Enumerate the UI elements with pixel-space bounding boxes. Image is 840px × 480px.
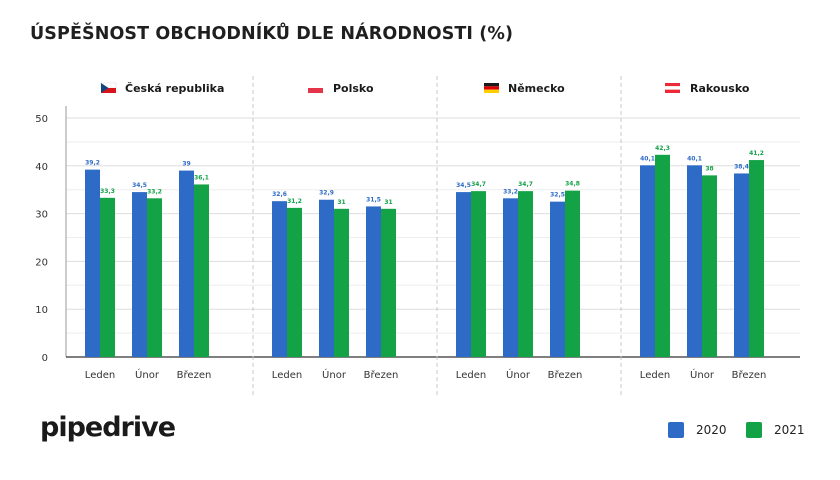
bar-2021 [194, 184, 209, 357]
flag-stripe [484, 86, 499, 90]
flag-stripe [308, 88, 323, 93]
data-label: 32,6 [272, 191, 287, 198]
x-tick-label: Leden [456, 370, 486, 381]
bar-2021 [749, 160, 764, 357]
x-tick-label: Březen [177, 369, 212, 381]
bar-2021 [147, 198, 162, 357]
y-tick-label: 0 [42, 353, 48, 364]
x-tick-label: Únor [506, 368, 531, 381]
bar-chart: 0 10 20 30 40 50 Česká republika 39,2 33,3 Leden 3… [35, 76, 800, 395]
bar-2020 [456, 192, 471, 357]
x-tick-label: Únor [690, 368, 715, 381]
data-label: 39,2 [85, 160, 100, 167]
bar-2021 [100, 197, 115, 357]
legend-label-2021: 2021 [774, 423, 805, 437]
data-label: 31,2 [287, 198, 302, 205]
flag-stripe [484, 89, 499, 93]
data-label: 34,5 [132, 182, 147, 189]
data-label: 32,5 [550, 192, 565, 199]
flag-stripe [665, 83, 680, 87]
flag-stripe [308, 83, 323, 88]
bar-2020 [503, 198, 518, 357]
bar-2021 [655, 154, 670, 357]
bar-2020 [640, 165, 655, 357]
chart-title: ÚSPĚŠNOST OBCHODNÍKŮ DLE NÁRODNOSTI (%) [30, 24, 514, 44]
y-tick-label: 10 [35, 305, 48, 316]
bar-2021 [565, 190, 580, 357]
y-tick-label: 30 [35, 210, 48, 221]
bar-2020 [687, 165, 702, 357]
x-tick-label: Leden [272, 370, 302, 381]
data-label: 38 [705, 165, 713, 172]
data-label: 31 [384, 199, 392, 206]
x-tick-label: Březen [732, 369, 767, 381]
x-tick-label: Leden [85, 370, 115, 381]
data-label: 33,2 [503, 188, 518, 195]
data-label: 32,9 [319, 190, 334, 197]
y-tick-label: 40 [35, 162, 48, 173]
bar-2020 [272, 201, 287, 357]
bar-2021 [702, 175, 717, 357]
data-label: 41,2 [749, 150, 764, 157]
data-label: 42,3 [655, 145, 670, 152]
data-label: 33,2 [147, 188, 162, 195]
bar-2020 [85, 169, 100, 357]
group-label: Česká republika [125, 82, 224, 95]
pipedrive-logo: pipedrive [40, 412, 176, 443]
data-label: 38,4 [734, 163, 749, 170]
flag-triangle [101, 83, 109, 93]
flag-stripe [101, 88, 116, 93]
legend-item-2021: 2021 [746, 422, 805, 438]
x-tick-label: Leden [640, 370, 670, 381]
bar-2021 [287, 207, 302, 357]
legend-label-2020: 2020 [696, 423, 727, 437]
legend-swatch-2020 [668, 422, 684, 438]
bar-2020 [366, 206, 381, 357]
group-label: Rakousko [690, 82, 750, 95]
x-tick-label: Únor [135, 368, 160, 381]
flag-stripe [665, 89, 680, 93]
x-tick-label: Únor [322, 368, 347, 381]
data-label: 34,8 [565, 181, 580, 188]
data-label: 34,7 [518, 181, 533, 188]
data-label: 33,3 [100, 188, 115, 195]
data-label: 31,5 [366, 196, 381, 203]
data-label: 34,5 [456, 182, 471, 189]
bar-2021 [334, 208, 349, 357]
data-label: 31 [337, 199, 345, 206]
y-tick-label: 50 [35, 114, 48, 125]
data-label: 39 [182, 161, 190, 168]
flag-stripe [664, 86, 681, 90]
group-label: Německo [508, 82, 565, 95]
legend-item-2020: 2020 [668, 422, 727, 438]
flag-stripe [484, 83, 499, 87]
data-label: 40,1 [687, 155, 702, 162]
bar-2021 [471, 191, 486, 357]
bar-2020 [179, 170, 194, 357]
bar-2020 [132, 192, 147, 357]
bar-2020 [550, 201, 565, 357]
x-tick-label: Březen [364, 369, 399, 381]
data-label: 34,7 [471, 181, 486, 188]
y-tick-label: 20 [35, 257, 48, 268]
data-label: 40,1 [640, 155, 655, 162]
x-tick-label: Březen [548, 369, 583, 381]
data-label: 36,1 [194, 174, 209, 181]
bar-2020 [734, 173, 749, 357]
bar-2020 [319, 199, 334, 357]
bar-2021 [381, 208, 396, 357]
legend-swatch-2021 [746, 422, 762, 438]
bar-2021 [518, 191, 533, 357]
group-label: Polsko [333, 82, 374, 95]
